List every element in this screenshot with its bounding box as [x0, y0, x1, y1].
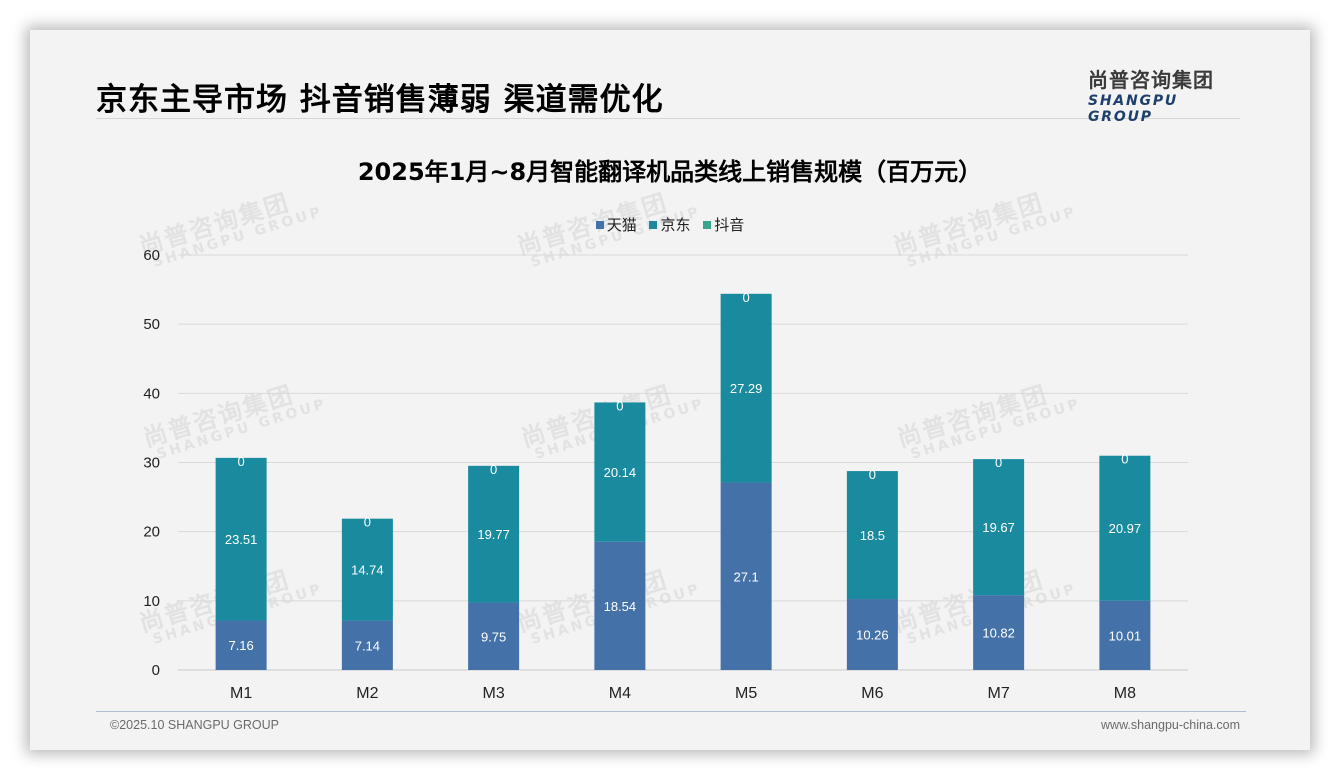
logo-text-cn: 尚普咨询集团	[1088, 68, 1214, 92]
y-tick-label: 50	[143, 316, 160, 333]
y-tick-label: 10	[143, 593, 160, 610]
data-label: 0	[490, 462, 497, 477]
data-label: 0	[616, 398, 623, 413]
x-tick-label: M8	[1114, 685, 1136, 702]
data-label: 20.14	[604, 465, 637, 480]
data-label: 0	[995, 455, 1002, 470]
x-tick-label: M6	[861, 685, 883, 702]
x-tick-label: M5	[735, 685, 757, 702]
data-label: 10.26	[856, 628, 889, 643]
bar-segment-tmall	[341, 620, 393, 670]
bar-segment-jd	[594, 402, 646, 542]
y-tick-label: 0	[152, 662, 160, 679]
data-label: 10.82	[982, 626, 1015, 641]
data-label: 7.16	[228, 638, 253, 653]
x-tick-label: M7	[988, 685, 1010, 702]
slide: 京东主导市场 抖音销售薄弱 渠道需优化 尚普咨询集团 SHANGPU GROUP…	[30, 30, 1310, 750]
legend-label: 天猫	[606, 216, 637, 234]
data-label: 23.51	[225, 532, 258, 547]
legend-item-jd[interactable]: 京东	[649, 214, 691, 235]
legend-swatch-douyin	[703, 221, 712, 229]
bar-segment-tmall	[594, 541, 646, 670]
legend-item-tmall[interactable]: 天猫	[595, 214, 637, 235]
bar-segment-tmall	[468, 602, 520, 670]
bar-segment-jd	[846, 471, 898, 600]
footer-copyright: ©2025.10 SHANGPU GROUP	[110, 718, 279, 732]
data-label: 27.29	[730, 381, 763, 396]
data-label: 10.01	[1109, 628, 1142, 643]
y-tick-label: 40	[143, 385, 160, 402]
legend-item-douyin[interactable]: 抖音	[703, 214, 744, 235]
legend-swatch-tmall	[595, 221, 604, 229]
data-label: 0	[869, 467, 876, 482]
footer-divider	[96, 711, 1246, 712]
bar-segment-tmall	[1099, 600, 1151, 670]
title-divider	[96, 118, 1240, 119]
data-label: 18.5	[860, 528, 885, 543]
company-logo: 尚普咨询集团 SHANGPU GROUP	[1088, 64, 1248, 125]
data-label: 0	[238, 454, 245, 469]
legend-label: 抖音	[714, 216, 745, 234]
data-label: 19.67	[982, 520, 1015, 535]
footer-website[interactable]: www.shangpu-china.com	[1101, 718, 1240, 732]
x-tick-label: M4	[609, 685, 631, 702]
y-tick-label: 60	[143, 247, 160, 264]
logo-text-en: SHANGPU GROUP	[1088, 93, 1179, 125]
x-tick-label: M2	[356, 685, 378, 702]
data-label: 19.77	[477, 527, 510, 542]
bar-segment-jd	[341, 518, 393, 621]
bar-segment-tmall	[720, 482, 772, 670]
legend-label: 京东	[660, 216, 691, 234]
data-label: 9.75	[481, 629, 506, 644]
data-label: 0	[743, 290, 750, 305]
bar-segment-jd	[468, 465, 520, 603]
stacked-bar-chart: 0 10 20 30 40 50 60 7.16 23.51 0 M1 7.14 14.74 0 M2 9.7…	[143, 247, 1188, 702]
chart-title: 2025年1月~8月智能翻译机品类线上销售规模（百万元）	[357, 158, 983, 186]
bar-segment-jd	[215, 457, 267, 621]
data-label: 27.1	[733, 569, 758, 584]
chart-legend: 天猫 京东 抖音	[30, 214, 1310, 235]
bar-segment-jd	[720, 293, 772, 483]
bar-segment-jd	[973, 459, 1025, 596]
bar-segment-tmall	[846, 599, 898, 670]
legend-swatch-jd	[649, 221, 658, 229]
data-label: 14.74	[351, 563, 384, 578]
x-tick-label: M1	[230, 685, 252, 702]
data-label: 0	[364, 515, 371, 530]
data-label: 0	[1121, 452, 1128, 467]
page-title: 京东主导市场 抖音销售薄弱 渠道需优化	[96, 82, 664, 118]
data-label: 18.54	[604, 599, 637, 614]
y-tick-label: 20	[143, 524, 160, 541]
x-tick-label: M3	[483, 685, 505, 702]
bar-segment-tmall	[215, 620, 267, 670]
data-label: 20.97	[1109, 521, 1142, 536]
y-tick-label: 30	[143, 455, 160, 472]
data-label: 7.14	[355, 638, 380, 653]
bar-segment-tmall	[973, 595, 1025, 670]
bar-segment-jd	[1099, 455, 1151, 601]
